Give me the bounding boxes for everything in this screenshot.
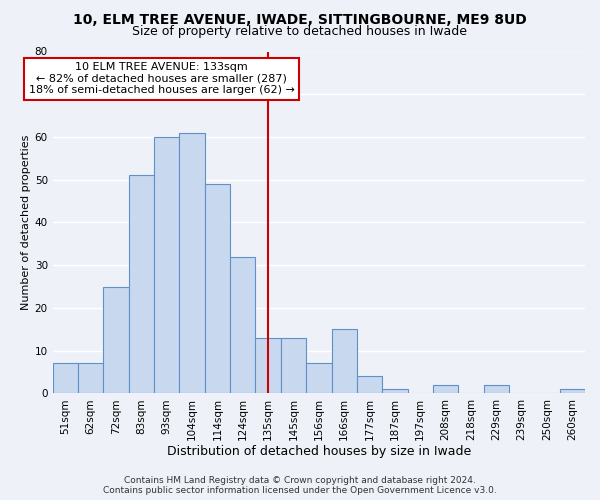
Bar — [230, 256, 256, 394]
Bar — [53, 364, 78, 394]
Bar — [560, 389, 585, 394]
Bar — [433, 385, 458, 394]
Text: Size of property relative to detached houses in Iwade: Size of property relative to detached ho… — [133, 25, 467, 38]
Bar — [129, 176, 154, 394]
Bar — [306, 364, 332, 394]
Bar — [357, 376, 382, 394]
Text: 10, ELM TREE AVENUE, IWADE, SITTINGBOURNE, ME9 8UD: 10, ELM TREE AVENUE, IWADE, SITTINGBOURN… — [73, 12, 527, 26]
Bar — [78, 364, 103, 394]
Bar — [205, 184, 230, 394]
Bar — [382, 389, 407, 394]
Text: Contains HM Land Registry data © Crown copyright and database right 2024.
Contai: Contains HM Land Registry data © Crown c… — [103, 476, 497, 495]
Y-axis label: Number of detached properties: Number of detached properties — [20, 134, 31, 310]
Bar — [484, 385, 509, 394]
X-axis label: Distribution of detached houses by size in Iwade: Distribution of detached houses by size … — [167, 444, 471, 458]
Bar — [154, 137, 179, 394]
Bar — [281, 338, 306, 394]
Bar — [256, 338, 281, 394]
Bar — [103, 286, 129, 394]
Bar — [332, 330, 357, 394]
Text: 10 ELM TREE AVENUE: 133sqm
← 82% of detached houses are smaller (287)
18% of sem: 10 ELM TREE AVENUE: 133sqm ← 82% of deta… — [29, 62, 295, 96]
Bar — [179, 132, 205, 394]
